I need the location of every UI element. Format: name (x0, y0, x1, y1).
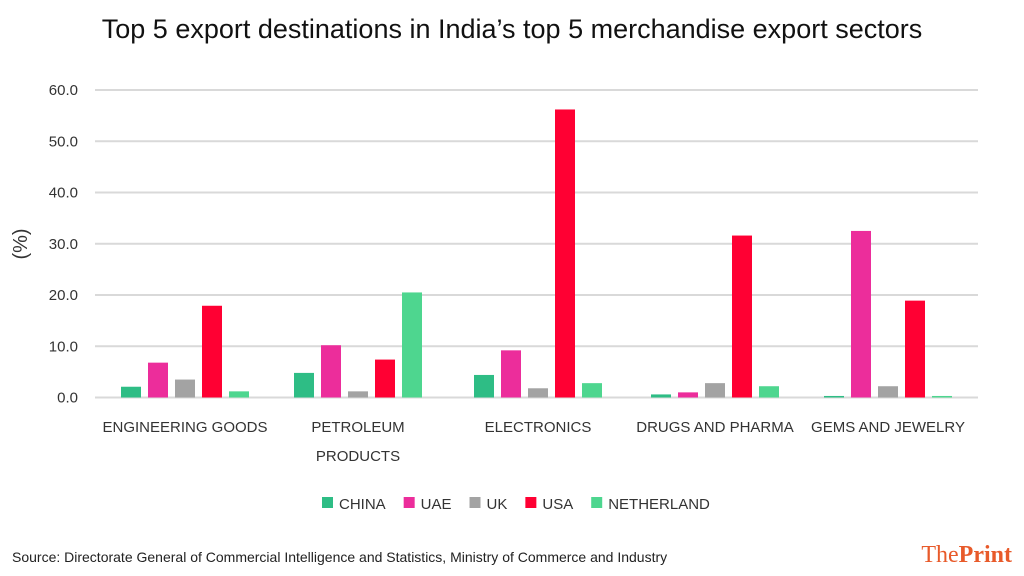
legend-label-usa: USA (542, 496, 573, 513)
bar-uk-2 (528, 388, 548, 398)
source-note: Source: Directorate General of Commercia… (12, 549, 668, 565)
bar-chart: 0.0 10.0 20.0 30.0 40.0 50.0 60.0 (%) ENGINEERIN… (10, 82, 978, 513)
bar-uae-1 (321, 345, 341, 398)
y-tick-label: 50.0 (49, 133, 78, 150)
y-tick-label: 60.0 (49, 82, 78, 99)
y-tick-label: 10.0 (49, 338, 78, 355)
legend-label-uk: UK (487, 496, 508, 513)
x-tick-label: DRUGS AND PHARMA (636, 419, 794, 436)
bar-uk-4 (878, 386, 898, 398)
bar-uae-0 (148, 362, 168, 398)
legend-swatch-netherland (591, 497, 603, 508)
bar-uae-3 (678, 392, 698, 398)
bar-uk-0 (175, 379, 195, 398)
legend-swatch-uae (403, 497, 415, 508)
x-tick-label: ELECTRONICS (485, 419, 592, 436)
y-tick-label: 20.0 (49, 287, 78, 304)
bar-china-2 (474, 374, 494, 398)
x-tick-label: PRODUCTS (316, 448, 400, 465)
legend-swatch-china (322, 497, 333, 508)
bar-china-3 (651, 394, 671, 398)
bar-usa-0 (202, 305, 222, 398)
bar-china-1 (294, 372, 314, 398)
bar-netherland-0 (229, 391, 249, 398)
legend-label-netherland: NETHERLAND (608, 496, 710, 513)
chart-title: Top 5 export destinations in India’s top… (101, 14, 923, 44)
bar-netherland-2 (582, 383, 602, 398)
theprint-logo: ThePrint (921, 542, 1012, 569)
legend-swatch-usa (525, 497, 537, 508)
x-tick-label: GEMS AND JEWELRY (811, 419, 965, 436)
logo-the: The (921, 542, 959, 568)
bar-uae-4 (851, 230, 871, 398)
legend-label-uae: UAE (421, 496, 452, 513)
bar-netherland-4 (932, 395, 952, 398)
x-tick-label: PETROLEUM (311, 419, 404, 436)
bar-china-0 (121, 386, 141, 398)
y-axis-label: (%) (10, 228, 32, 259)
y-tick-label: 30.0 (49, 236, 78, 253)
bar-usa-1 (375, 359, 395, 398)
bar-netherland-3 (759, 386, 779, 398)
bar-usa-2 (555, 109, 575, 398)
bar-china-4 (824, 395, 844, 398)
x-tick-label: ENGINEERING GOODS (102, 419, 267, 436)
legend-swatch-uk (469, 497, 481, 508)
y-tick-label: 0.0 (57, 390, 78, 407)
y-tick-label: 40.0 (49, 185, 78, 202)
bar-uk-3 (705, 383, 725, 398)
bar-usa-4 (905, 300, 925, 398)
bar-netherland-1 (402, 292, 422, 398)
logo-print: Print (958, 542, 1012, 568)
bar-uk-1 (348, 391, 368, 398)
bar-usa-3 (732, 235, 752, 398)
bar-uae-2 (501, 350, 521, 398)
legend-label-china: CHINA (339, 496, 386, 513)
